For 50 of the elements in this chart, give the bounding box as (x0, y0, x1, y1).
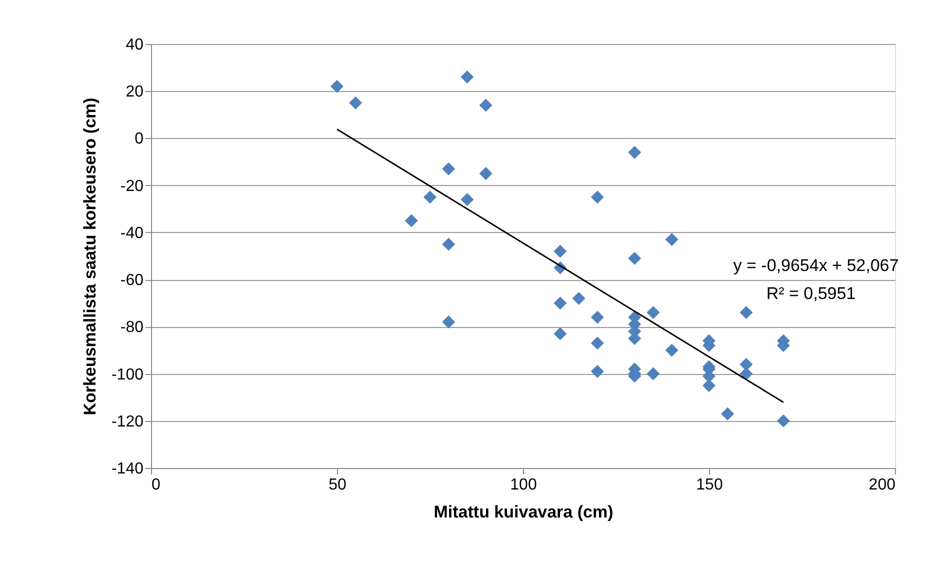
point (776, 414, 790, 428)
y-tick-label: 0 (134, 130, 144, 148)
point (349, 96, 362, 110)
x-tick-label: 100 (510, 476, 537, 494)
point (740, 358, 753, 371)
x-tick-label: 50 (328, 476, 346, 494)
point (740, 306, 753, 320)
point (442, 315, 456, 328)
point (479, 167, 492, 180)
y-tick-label: 20 (126, 84, 144, 101)
point (646, 367, 660, 380)
point (423, 190, 437, 204)
y-tick-label: -20 (120, 178, 144, 195)
point (460, 70, 474, 84)
point (590, 310, 604, 324)
point (665, 232, 678, 246)
annotation: R² = 0,5951 (766, 284, 856, 303)
point (628, 146, 642, 159)
y-tick-label: -140 (111, 460, 144, 478)
point (665, 344, 678, 357)
annotation: y = -0,9654x + 52,067 (733, 256, 899, 275)
point (554, 296, 567, 310)
y-tick-label: -60 (120, 272, 144, 290)
y-tick-label: -40 (120, 224, 144, 242)
point (702, 379, 716, 392)
point (740, 367, 753, 380)
point (646, 306, 660, 320)
y-tick-label: 40 (126, 36, 144, 54)
point (721, 407, 734, 420)
point (554, 244, 567, 258)
point (572, 292, 586, 305)
point (590, 364, 604, 378)
y-tick-label: -120 (111, 413, 144, 430)
point (404, 214, 418, 228)
y-tick-label: -80 (120, 319, 144, 336)
point (554, 327, 567, 340)
point (479, 98, 492, 112)
point (460, 192, 474, 206)
x-axis-title: Mitattu kuivavara (cm) (434, 502, 614, 522)
x-tick-label: 0 (152, 476, 160, 494)
point (590, 190, 604, 204)
y-tick-label: -100 (111, 366, 144, 384)
point (330, 80, 344, 93)
point (442, 238, 456, 251)
point (590, 336, 604, 350)
point (442, 162, 456, 176)
x-tick-label: 200 (868, 476, 896, 494)
y-axis-title: Korkeusmallista saatu korkeusero (cm) (80, 98, 100, 416)
point (628, 252, 642, 265)
x-tick-label: 150 (696, 476, 723, 494)
